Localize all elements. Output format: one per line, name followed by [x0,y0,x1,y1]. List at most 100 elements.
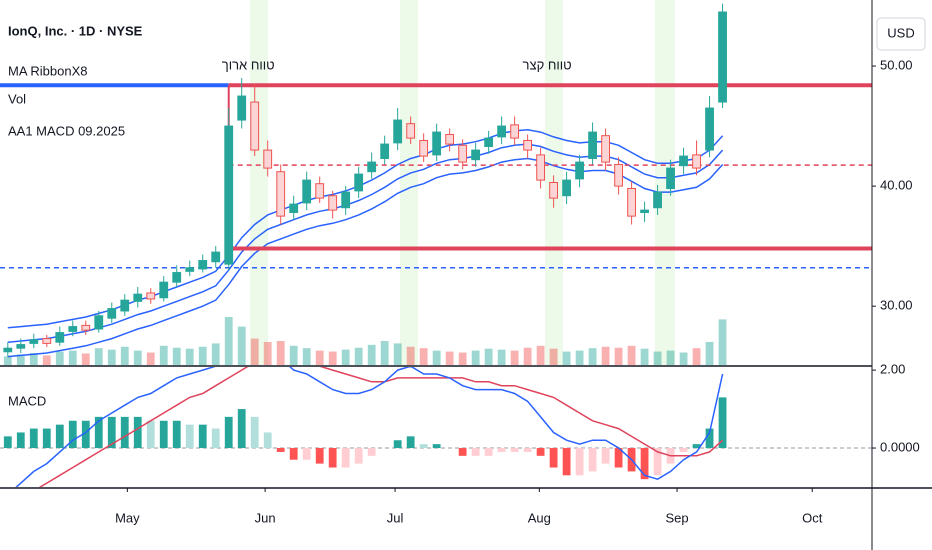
candle-body [536,154,546,181]
candle-body [81,324,91,331]
macd-title: MACD [8,393,46,408]
volume-bar [432,350,441,365]
histogram-bar [705,428,714,449]
candle-body [107,308,117,319]
volume-bar [29,353,38,365]
annotation: טווח קצר [523,57,572,72]
volume-bar [68,350,77,365]
volume-bar [406,346,415,365]
x-tick-label: Jul [387,510,404,525]
volume-bar [575,350,584,365]
volume-bar [250,338,259,365]
session-shading [250,0,675,365]
volume-bar [627,345,636,365]
candle-body [302,179,312,204]
indicator-label: Vol [8,91,26,106]
histogram-bar [224,416,233,449]
histogram-bar [432,444,441,449]
candle-body [445,133,455,145]
candle-body [55,332,65,343]
histogram-bar [419,444,428,449]
candle-body [42,338,52,344]
candle-body [471,149,481,161]
currency-box[interactable] [876,17,926,51]
volume-bar [718,319,727,365]
volume-bar [159,345,168,365]
histogram-bar [562,448,571,476]
candle-body [458,144,468,163]
candle-body [250,101,260,151]
volume-bar [16,354,25,365]
candle-body [328,195,338,211]
volume-bar [276,341,285,365]
ma-line [7,157,724,358]
histogram-bar [653,448,662,476]
x-tick-label: Oct [802,510,823,525]
histogram-bar [497,448,506,452]
histogram-bar [94,416,103,449]
candle-body [354,173,364,192]
histogram-bar [250,416,259,449]
histogram-bar [406,436,415,449]
candle-body [263,149,273,169]
volume-bar [3,356,12,365]
volume-bar [198,346,207,365]
volume-bar [302,348,311,365]
currency: USD [887,25,914,40]
volume-bar [328,351,337,365]
candle-body [432,131,442,156]
volume-bar [354,347,363,365]
candle-body [705,107,714,151]
volume-bar [484,348,493,365]
volume-bar [341,349,350,365]
candle-body [120,299,130,312]
volume-bar [393,343,402,365]
candle-body [146,292,156,300]
y-tick-label: 2.00 [880,362,905,377]
histogram-bar [367,448,376,456]
histogram-bar [393,440,402,449]
signal-line [38,367,724,487]
histogram-bar [536,448,545,456]
volume-bar [653,351,662,365]
histogram-bar [692,444,701,449]
volume-bar [107,349,116,365]
volume-bar [497,349,506,365]
histogram-bar [510,448,519,452]
volume-bar [133,350,142,365]
histogram-bar [146,420,155,449]
volume-bar [315,350,324,365]
candle-body [484,137,494,147]
candle-body [237,95,247,121]
volume-bar [367,344,376,365]
candle-body [640,209,649,214]
volume-bar [237,326,246,365]
candle-body [523,139,533,151]
indicator-label: MA RibbonX8 [8,63,88,78]
volume-bar [172,347,181,365]
volume-bar [562,351,571,365]
volume-bar [640,348,649,365]
volume-bar [289,345,298,365]
histogram-bar [29,428,38,449]
candle-body [562,179,572,197]
candle-body [510,124,520,139]
volume-bar [146,352,155,365]
candle-body [315,183,325,199]
histogram-bar [549,448,558,468]
histogram-bar [484,448,493,456]
candle-body [653,191,662,209]
volume-bar [705,341,714,365]
histogram-bar [3,436,12,449]
candle-body [133,293,143,302]
volume-bar [523,347,532,365]
symbol-title: IonQ, Inc. · 1D · NYSE [8,23,143,38]
histogram-bar [328,448,337,468]
histogram-bar [341,448,350,468]
candle-body [289,203,299,214]
candle-body [276,171,286,217]
volume-bar [536,345,545,365]
histogram-bar [107,416,116,449]
candle-body [94,315,104,330]
